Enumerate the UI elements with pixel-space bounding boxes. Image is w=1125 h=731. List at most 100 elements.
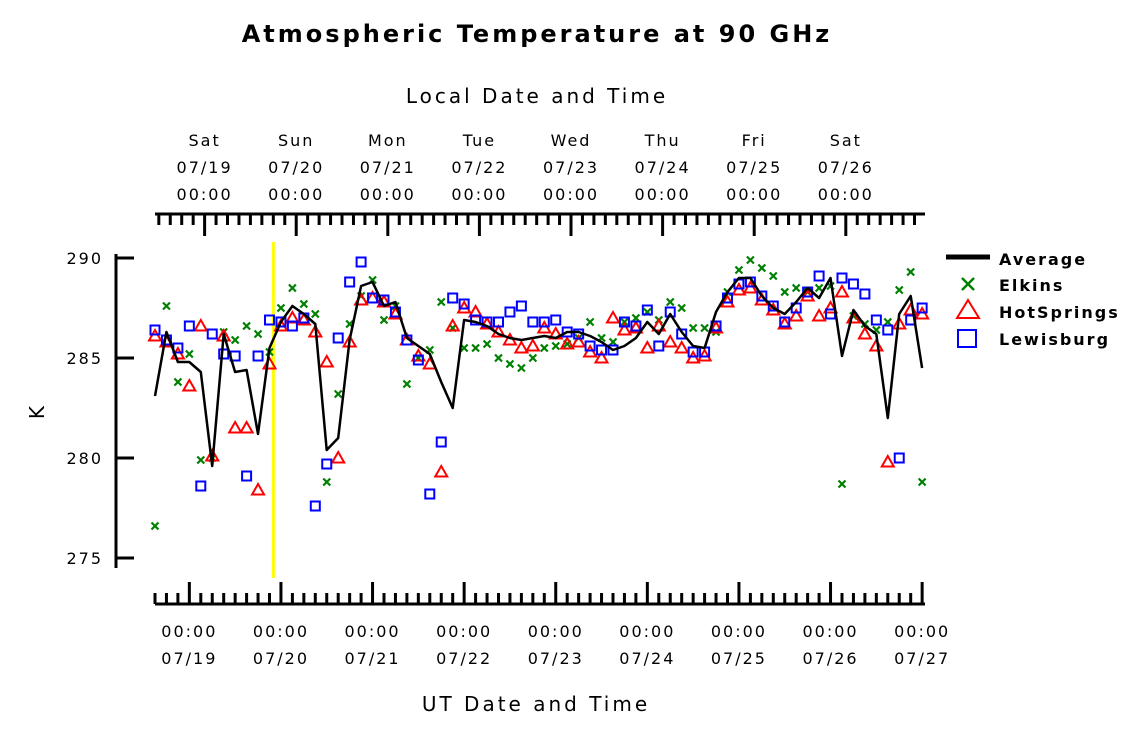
y-tick-label: 285 — [66, 349, 103, 368]
elkins-point — [311, 309, 320, 319]
elkins-point — [333, 389, 343, 399]
elkins-point — [906, 267, 915, 277]
y-tick-label: 290 — [66, 249, 103, 268]
lewisburg-point — [149, 324, 161, 336]
hotsprings-point — [788, 307, 804, 322]
elkins-point — [551, 341, 561, 351]
elkins-point — [402, 379, 412, 389]
hotsprings-point — [456, 299, 472, 314]
legend-lewisburg-label: Lewisburg — [999, 330, 1110, 349]
hotsprings-point — [891, 315, 907, 330]
top-tick-date: 07/25 — [726, 158, 782, 177]
hotsprings-point — [525, 337, 541, 352]
hotsprings-point — [799, 287, 816, 302]
lewisburg-point — [687, 346, 699, 358]
top-tick-date: 07/23 — [543, 158, 599, 177]
lewisburg-point — [195, 480, 207, 492]
average-line — [153, 276, 924, 468]
top-tick-time: 00:00 — [543, 185, 599, 204]
top-tick-date: 07/24 — [635, 158, 691, 177]
legend-hotsprings-label: HotSprings — [999, 303, 1120, 322]
bottom-tick-time: 00:00 — [344, 622, 400, 641]
top-tick-date: 07/19 — [177, 158, 233, 177]
lewisburg-point — [882, 324, 894, 336]
top-tick-time: 00:00 — [360, 185, 416, 204]
hotsprings-point — [719, 293, 736, 308]
elkins-point — [322, 477, 332, 487]
lewisburg-point — [836, 272, 848, 284]
top-tick-day: Sat — [188, 131, 220, 150]
lewisburg-point — [527, 316, 539, 328]
top-tick-day: Sun — [278, 131, 314, 150]
elkins-point — [230, 335, 240, 345]
elkins-point — [253, 329, 263, 339]
top-tick-time: 00:00 — [177, 185, 233, 204]
hotsprings-point — [513, 339, 530, 354]
legend-lewisburg-swatch — [957, 329, 977, 348]
bottom-tick-time: 00:00 — [161, 622, 217, 641]
bottom-tick-date: 07/23 — [528, 649, 584, 668]
lewisburg-point — [584, 340, 596, 352]
hotsprings-point — [880, 453, 896, 468]
lewisburg-point — [779, 316, 791, 328]
elkins-point — [185, 349, 194, 359]
lewisburg-point — [321, 458, 333, 470]
lewisburg-point — [607, 344, 619, 356]
top-tick-day: Wed — [551, 131, 592, 150]
hotsprings-point — [777, 315, 793, 330]
top-tick-time: 00:00 — [726, 185, 782, 204]
elkins-point — [677, 303, 686, 313]
elkins-point — [585, 317, 595, 327]
elkins-point — [894, 285, 904, 295]
chart-title: Atmospheric Temperature at 90 GHz — [242, 20, 833, 48]
top-tick-time: 00:00 — [268, 185, 324, 204]
lewisburg-point — [550, 314, 562, 326]
hotsprings-point — [868, 337, 885, 352]
top-tick-day: Mon — [368, 131, 408, 150]
top-tick-day: Fri — [742, 131, 767, 150]
y-axis-title: K — [25, 403, 49, 419]
elkins-point — [746, 255, 755, 265]
top-tick-time: 00:00 — [818, 185, 874, 204]
hotsprings-point — [227, 419, 243, 434]
elkins-point — [757, 263, 767, 273]
legend-elkins-swatch — [961, 277, 975, 291]
hotsprings-point — [570, 333, 587, 348]
hotsprings-point — [559, 335, 575, 350]
hotsprings-point — [822, 299, 839, 314]
lewisburg-point — [309, 500, 321, 512]
top-tick-day: Sat — [830, 131, 862, 150]
elkins-point — [288, 283, 297, 293]
hotsprings-point — [696, 347, 713, 362]
elkins-point — [162, 301, 171, 311]
lewisburg-point — [767, 300, 779, 312]
elkins-point — [814, 283, 824, 293]
y-tick-label: 275 — [66, 549, 103, 568]
hotsprings-point — [605, 309, 621, 324]
lewisburg-point — [492, 316, 504, 328]
lewisburg-point — [870, 314, 882, 326]
elkins-point — [173, 377, 183, 387]
hotsprings-point — [834, 283, 850, 298]
elkins-point — [791, 283, 801, 293]
lewisburg-point — [241, 470, 253, 482]
bottom-tick-time: 00:00 — [253, 622, 309, 641]
elkins-point — [780, 287, 790, 297]
top-axis-title: Local Date and Time — [406, 84, 668, 108]
lewisburg-point — [183, 320, 195, 332]
bottom-tick-date: 07/25 — [711, 649, 767, 668]
elkins-point — [917, 477, 927, 487]
bottom-tick-time: 00:00 — [528, 622, 584, 641]
lewisburg-point — [355, 256, 367, 268]
lewisburg-point — [218, 348, 230, 360]
hotsprings-point — [444, 317, 461, 332]
elkins-point — [494, 353, 503, 363]
lewisburg-point — [653, 340, 665, 352]
elkins-point — [837, 479, 847, 489]
bottom-tick-time: 00:00 — [436, 622, 492, 641]
lewisburg-point — [676, 328, 688, 340]
elkins-point — [471, 343, 480, 353]
lewisburg-point — [916, 302, 928, 314]
lewisburg-point — [424, 488, 436, 500]
legend: Average Elkins HotSprings Lewisburg — [946, 250, 1120, 349]
